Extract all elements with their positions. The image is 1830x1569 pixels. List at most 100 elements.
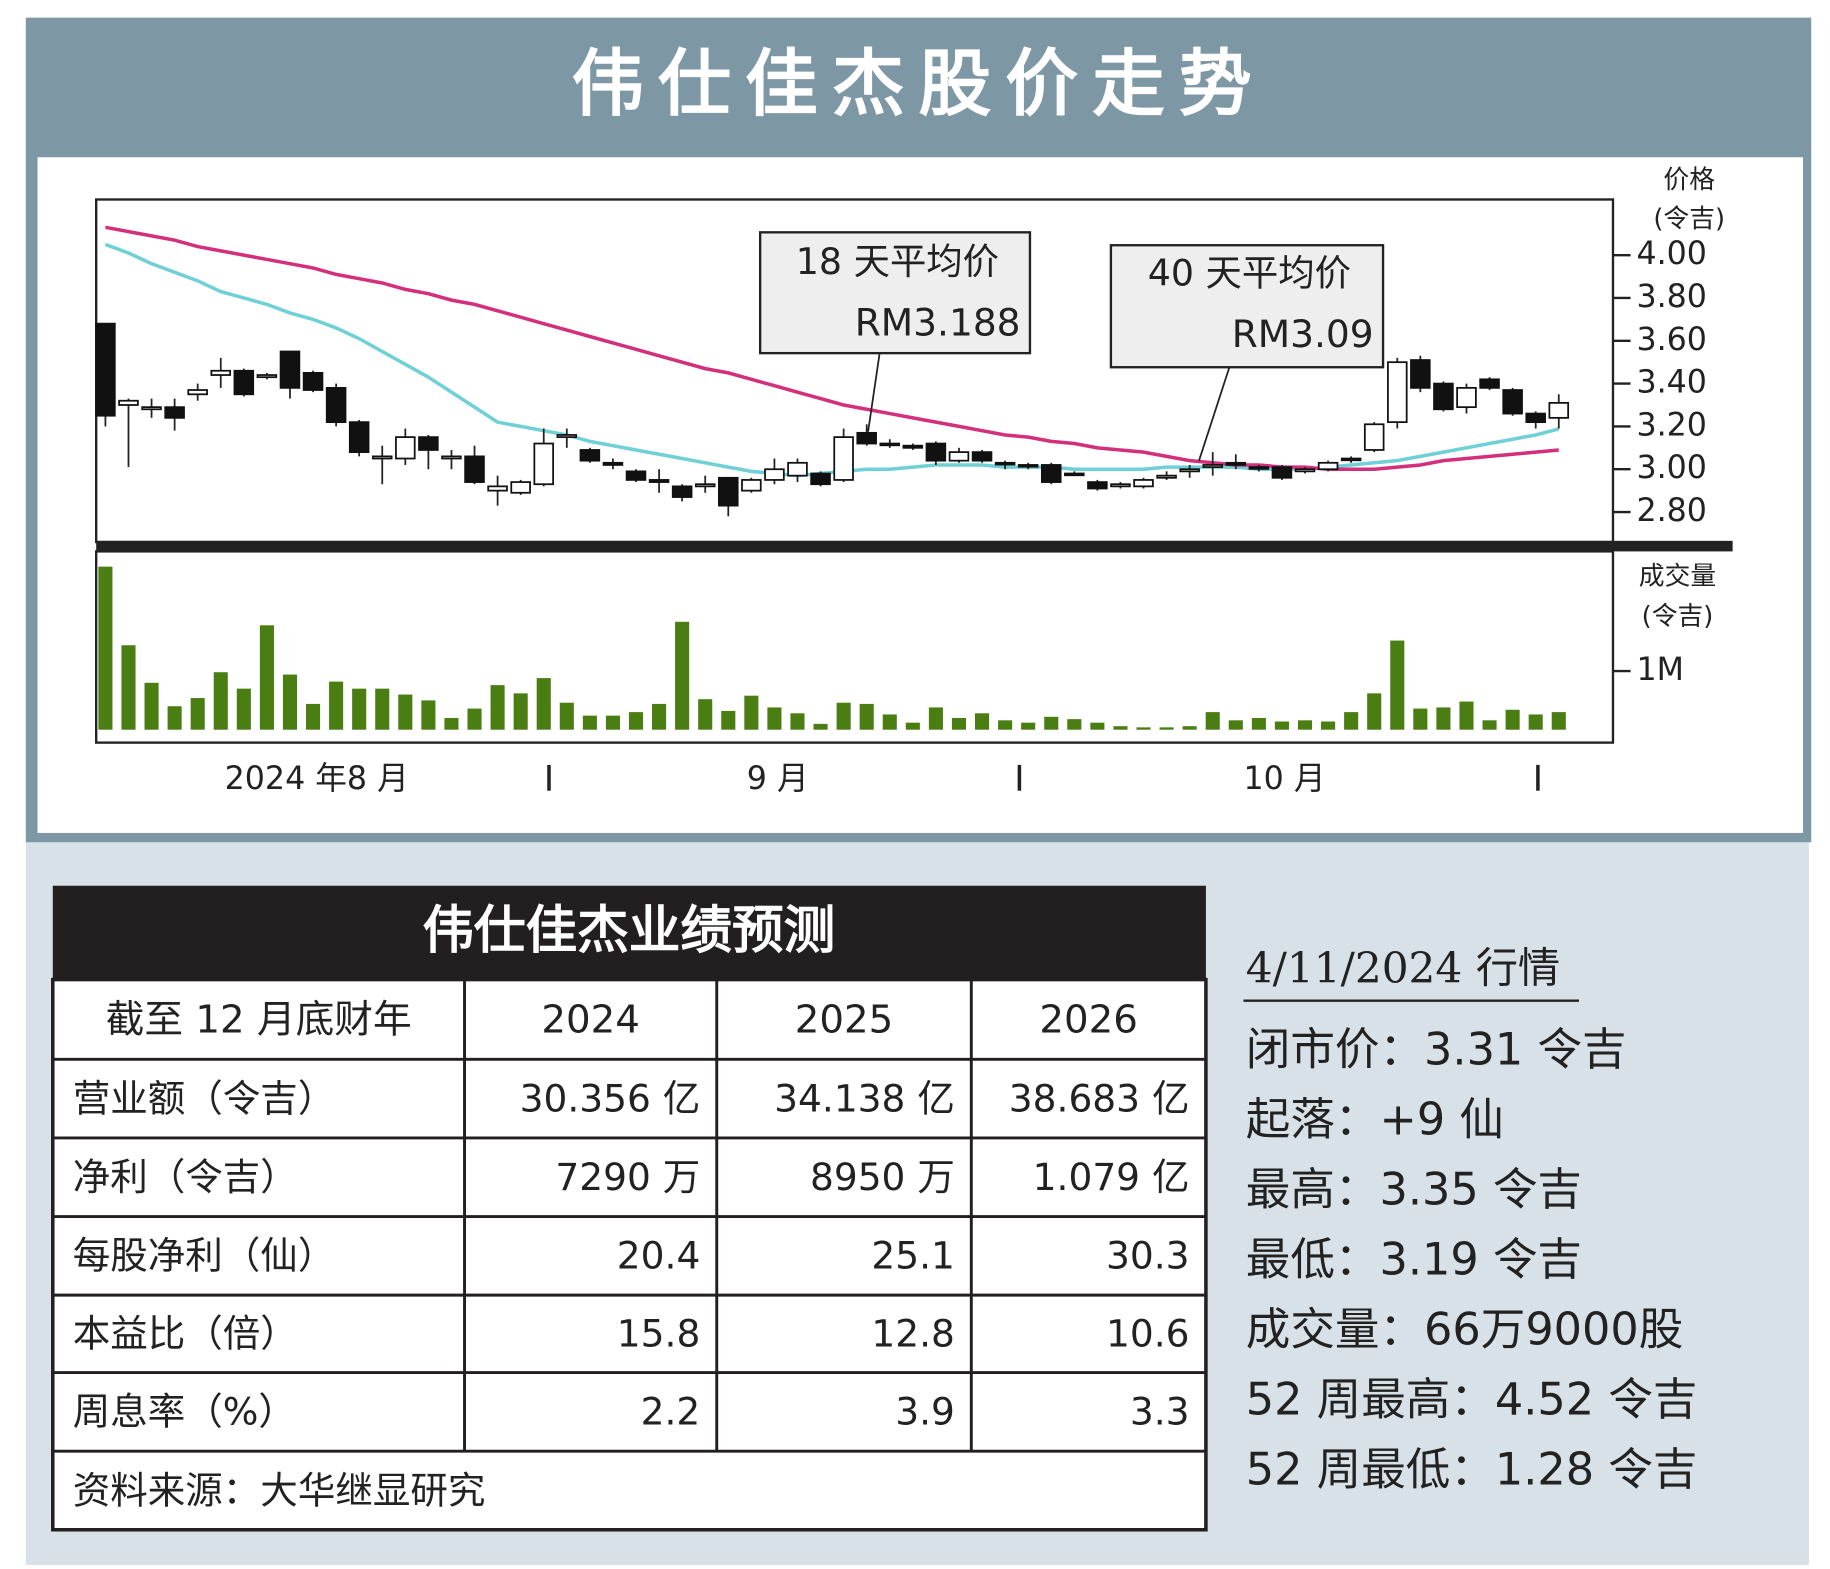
candle-body: [348, 421, 370, 453]
candle-body: [141, 406, 162, 411]
volume-bar: [1436, 707, 1451, 730]
market-stat: 最低：3.19 令吉: [1246, 1233, 1582, 1285]
candle-body: [833, 436, 854, 481]
table-cell: 3.3: [1130, 1390, 1190, 1434]
table-cell: 30.3: [1106, 1234, 1190, 1278]
candle-body: [1387, 361, 1408, 424]
candle-body: [925, 442, 947, 462]
volume-axis-label: 成交量: [1639, 562, 1716, 592]
plot-layer: 2.80 3.00 3.20 3.40 3.60 3.80 4.00 1M: [95, 225, 1707, 730]
callout-value: RM3.09: [1232, 312, 1374, 356]
volume-bar: [1551, 712, 1566, 730]
volume-bar: [144, 682, 159, 730]
volume-bar: [1228, 720, 1243, 730]
volume-bar: [236, 688, 251, 730]
table-cell: 15.8: [617, 1312, 701, 1356]
panel-divider: [96, 540, 1733, 552]
table-column-header: 2025: [795, 997, 894, 1042]
volume-bar: [882, 714, 897, 730]
volume-bar: [98, 566, 113, 730]
candle-body: [1202, 464, 1223, 468]
volume-bar: [1274, 721, 1289, 730]
volume-bar: [444, 717, 459, 730]
volume-bar: [329, 681, 344, 730]
table-column-header: 2024: [541, 997, 640, 1042]
month-label: 10 月: [1244, 761, 1326, 797]
table-row-label: 营业额（令吉）: [73, 1076, 336, 1120]
market-stat: 52 周最低：1.28 令吉: [1246, 1444, 1698, 1496]
candle-body: [118, 399, 139, 406]
candle-body: [902, 444, 924, 449]
volume-bar: [306, 703, 321, 730]
candle-body: [1479, 378, 1500, 389]
candle-body: [579, 449, 601, 462]
table-column-header: 2026: [1039, 997, 1138, 1042]
candle-body: [1271, 466, 1293, 479]
chart-title: 伟仕佳杰股价走势: [571, 42, 1265, 127]
candle-body: [395, 436, 416, 460]
candle-body: [625, 470, 647, 481]
table-cell: 38.683 亿: [1009, 1076, 1190, 1120]
candle-body: [256, 374, 278, 379]
table-cell: 34.138 亿: [774, 1076, 955, 1120]
table-row-label: 周息率（%）: [73, 1390, 296, 1434]
candle-body: [187, 389, 208, 396]
candle-body: [648, 479, 670, 483]
candle-body: [1179, 468, 1200, 473]
volume-tick-label: 1M: [1636, 652, 1683, 688]
volume-bar: [813, 723, 828, 730]
candle-body: [810, 472, 831, 486]
volume-bar: [928, 707, 943, 730]
market-stat: 闭市价：3.31 令吉: [1246, 1023, 1627, 1075]
candle-body: [1363, 423, 1385, 451]
callout-box: [1109, 244, 1385, 369]
candle-body: [533, 442, 554, 486]
candle-body: [1548, 401, 1570, 419]
table-cells: 截至 12 月底财年 2024 2025 2026 营业额（令吉） 30.356 亿 34.…: [52, 979, 1206, 1512]
candle-body: [787, 461, 808, 477]
table-cell: 2.2: [641, 1390, 701, 1434]
volume-bar: [513, 693, 528, 730]
table-body: [51, 977, 1208, 1532]
volume-bar: [767, 707, 782, 730]
volume-bar: [1159, 727, 1174, 730]
volume-bar: [1528, 714, 1543, 730]
y-tick-label: 3.00: [1636, 450, 1707, 486]
candle-body: [279, 350, 301, 389]
candle-body: [971, 451, 993, 462]
candle-body: [233, 369, 255, 396]
y-axis-label: (令吉): [1653, 204, 1725, 234]
volume-bar: [352, 688, 367, 730]
volume-bar: [652, 703, 667, 730]
month-label: 2024 年8 月: [225, 761, 409, 797]
candle-body: [1525, 412, 1546, 424]
market-stat: 起落：+9 仙: [1246, 1093, 1504, 1145]
y-tick-label: 3.60: [1636, 322, 1707, 358]
volume-bar: [744, 695, 759, 730]
volume-bar: [1321, 721, 1336, 730]
table-header: [52, 885, 1206, 980]
volume-bar: [790, 713, 805, 730]
candle-body: [418, 436, 439, 451]
volume-bar: [628, 712, 644, 730]
candle-body: [1017, 464, 1039, 468]
volume-bar: [951, 717, 967, 730]
candle-body: [325, 386, 347, 424]
candle-body: [1087, 481, 1108, 490]
volume-axis-label: (令吉): [1642, 602, 1714, 632]
table-cell: 8950 万: [810, 1155, 955, 1199]
volume-bar: [582, 715, 597, 730]
volume-bar: [490, 685, 505, 730]
month-label: 9 月: [747, 761, 809, 797]
market-stat: 成交量：66万9000股: [1246, 1303, 1683, 1355]
candle-body: [1410, 359, 1431, 389]
volume-bar: [1044, 716, 1059, 730]
candle-body: [1433, 382, 1454, 411]
candle-body: [994, 461, 1016, 466]
y-tick-label: 4.00: [1636, 236, 1707, 272]
volume-bar: [375, 688, 390, 730]
volume-bar: [836, 702, 851, 730]
